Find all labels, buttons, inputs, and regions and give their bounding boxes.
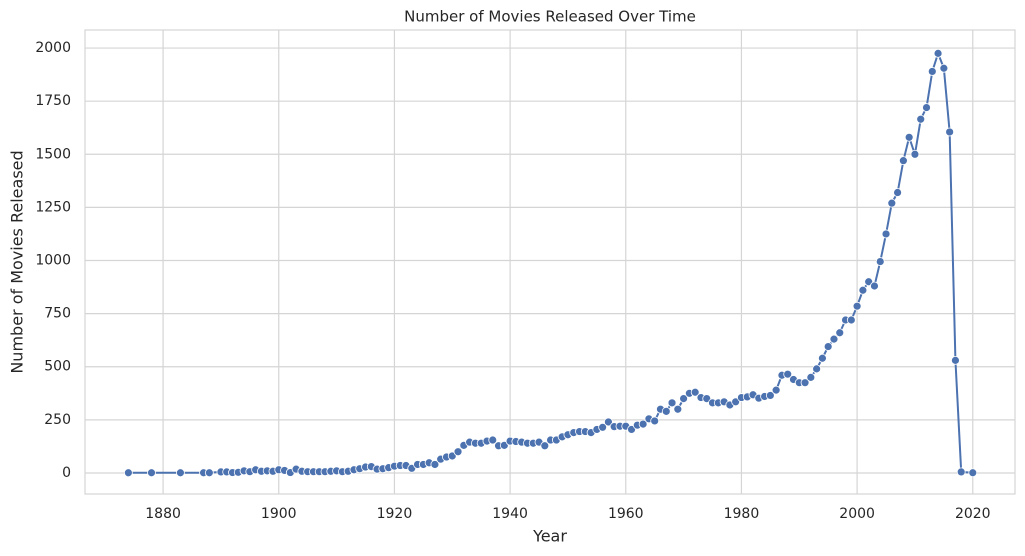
data-point (818, 353, 827, 363)
data-point (453, 447, 463, 457)
data-point (858, 285, 868, 295)
data-point (956, 467, 966, 477)
data-point (638, 419, 648, 429)
chart-title: Number of Movies Released Over Time (404, 8, 696, 26)
data-point (176, 468, 185, 478)
data-point (679, 394, 689, 404)
data-line (128, 50, 973, 474)
data-point (702, 394, 712, 404)
x-tick-label: 1980 (724, 506, 760, 522)
data-point (204, 468, 214, 478)
y-tick-label: 1250 (35, 199, 71, 215)
x-tick-label: 1960 (608, 506, 644, 522)
x-tick-label: 1880 (145, 506, 181, 522)
data-point (846, 315, 856, 325)
data-point (488, 435, 498, 445)
data-point (933, 48, 943, 58)
data-point (916, 114, 926, 124)
y-tick-label: 0 (62, 465, 71, 481)
data-point (835, 328, 845, 338)
data-point (650, 416, 660, 426)
data-point (673, 404, 683, 414)
x-tick-label: 1900 (261, 506, 297, 522)
data-point (604, 417, 613, 427)
data-point (627, 425, 636, 434)
data-point (829, 334, 839, 344)
data-point (875, 257, 885, 266)
data-point (939, 63, 949, 73)
data-point (945, 127, 955, 137)
x-tick-label: 1940 (492, 506, 528, 522)
y-tick-label: 1000 (35, 253, 71, 269)
x-tick-label: 1920 (377, 506, 413, 522)
data-point (800, 378, 810, 388)
data-point (951, 355, 960, 365)
data-point (812, 364, 822, 374)
data-point (823, 342, 833, 351)
data-point (123, 468, 133, 478)
data-point (870, 281, 879, 291)
data-point (499, 440, 509, 450)
data-point (540, 441, 550, 451)
y-axis-label: Number of Movies Released (8, 150, 27, 373)
y-tick-label: 250 (44, 412, 71, 428)
data-point (430, 460, 440, 469)
data-point (864, 277, 874, 287)
data-point (927, 67, 937, 76)
y-tick-label: 2000 (35, 40, 71, 56)
data-point (881, 229, 891, 239)
y-tick-label: 500 (44, 359, 71, 375)
data-point (667, 398, 677, 408)
data-point (771, 385, 781, 395)
data-point (852, 301, 862, 311)
x-tick-label: 2000 (839, 506, 875, 522)
data-point (910, 149, 920, 159)
x-tick-label: 2020 (955, 506, 991, 522)
data-point (887, 198, 897, 208)
data-point (806, 372, 816, 382)
data-point (904, 132, 914, 142)
data-point (147, 468, 156, 478)
x-axis-label: Year (532, 527, 567, 546)
data-point (731, 397, 741, 407)
data-point (922, 103, 931, 112)
data-point (661, 406, 671, 416)
data-point (783, 369, 793, 379)
y-tick-label: 750 (44, 306, 71, 322)
data-point (598, 422, 608, 432)
data-point (447, 451, 457, 461)
data-point (898, 156, 908, 166)
data-point (893, 188, 902, 197)
data-point (968, 468, 978, 478)
data-point (765, 391, 775, 400)
data-point (690, 387, 700, 397)
plot-frame (84, 29, 1016, 495)
y-tick-label: 1750 (35, 93, 71, 109)
y-tick-label: 1500 (35, 146, 71, 162)
